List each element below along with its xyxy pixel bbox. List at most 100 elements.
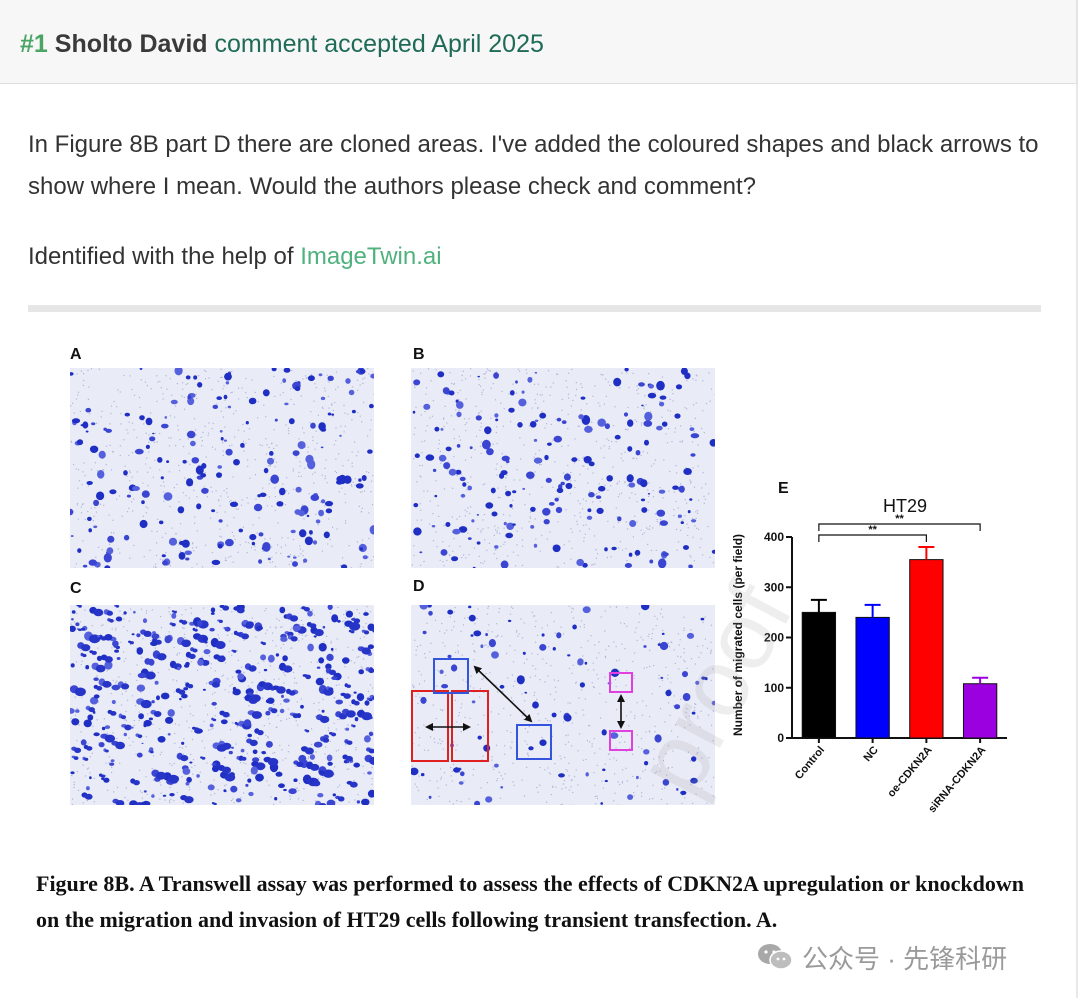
- speckle: [591, 682, 593, 684]
- cell: [160, 692, 170, 700]
- speckle: [327, 395, 329, 397]
- speckle: [480, 562, 482, 564]
- speckle: [528, 521, 530, 523]
- speckle: [168, 800, 171, 802]
- speckle: [224, 399, 226, 401]
- speckle: [196, 563, 198, 565]
- speckle: [270, 796, 272, 798]
- speckle: [327, 727, 330, 729]
- speckle: [299, 548, 301, 550]
- speckle: [549, 773, 552, 775]
- speckle: [150, 639, 152, 642]
- cell: [71, 718, 80, 726]
- speckle: [440, 768, 442, 770]
- speckle: [574, 515, 576, 517]
- speckle: [327, 543, 329, 545]
- speckle: [529, 516, 531, 518]
- speckle: [328, 381, 330, 383]
- speckle: [529, 511, 532, 513]
- speckle: [469, 375, 471, 377]
- speckle: [412, 684, 414, 686]
- cell: [217, 465, 222, 469]
- cell: [452, 528, 461, 535]
- speckle: [625, 428, 627, 430]
- speckle: [119, 762, 121, 764]
- speckle: [326, 374, 328, 376]
- cell: [613, 377, 622, 387]
- speckle: [184, 636, 186, 639]
- speckle: [521, 564, 524, 566]
- speckle: [582, 465, 584, 467]
- speckle: [603, 403, 605, 405]
- speckle: [196, 669, 199, 671]
- speckle: [372, 687, 374, 689]
- cell: [501, 455, 510, 462]
- speckle: [118, 676, 120, 678]
- cell: [441, 684, 449, 689]
- speckle: [148, 434, 150, 436]
- speckle: [420, 476, 422, 478]
- cell: [640, 498, 646, 502]
- speckle: [574, 462, 576, 464]
- cell: [196, 774, 200, 778]
- speckle: [292, 470, 294, 472]
- speckle: [425, 393, 427, 395]
- cell: [576, 558, 585, 567]
- speckle: [247, 465, 249, 467]
- cell: [563, 714, 572, 722]
- cell-cluster: [310, 763, 320, 771]
- speckle: [432, 540, 435, 542]
- speckle: [115, 747, 117, 749]
- speckle: [285, 424, 287, 426]
- speckle: [492, 383, 494, 385]
- cell: [560, 481, 565, 486]
- speckle: [181, 395, 183, 397]
- speckle: [329, 538, 331, 541]
- speckle: [576, 523, 578, 525]
- speckle: [667, 674, 669, 676]
- speckle: [626, 372, 628, 374]
- cell: [275, 771, 283, 777]
- speckle: [82, 384, 84, 386]
- cell: [485, 633, 488, 637]
- speckle: [233, 802, 235, 804]
- speckle: [632, 753, 634, 755]
- speckle: [201, 656, 203, 658]
- cell: [107, 535, 115, 543]
- speckle: [679, 639, 681, 641]
- speckle: [652, 527, 654, 529]
- speckle: [591, 745, 593, 748]
- speckle: [627, 429, 629, 431]
- speckle: [680, 425, 682, 427]
- cell: [420, 773, 425, 777]
- speckle: [705, 780, 707, 783]
- speckle: [600, 717, 602, 719]
- cell-cluster: [120, 715, 126, 720]
- speckle: [700, 538, 702, 540]
- speckle: [193, 418, 196, 420]
- cell-cluster: [124, 724, 132, 731]
- speckle: [648, 730, 650, 732]
- speckle: [496, 532, 498, 534]
- speckle: [301, 638, 304, 640]
- speckle: [589, 741, 591, 743]
- speckle: [439, 450, 441, 453]
- speckle: [677, 633, 679, 635]
- speckle: [615, 759, 617, 761]
- cell: [211, 559, 221, 566]
- speckle: [568, 762, 570, 764]
- speckle: [678, 517, 680, 519]
- speckle: [231, 800, 233, 802]
- comment-author[interactable]: Sholto David: [54, 30, 208, 58]
- speckle: [156, 400, 158, 403]
- imagetwin-link[interactable]: ImageTwin.ai: [300, 243, 442, 270]
- cell: [245, 421, 249, 425]
- speckle: [122, 614, 124, 616]
- cell: [281, 694, 284, 698]
- speckle: [559, 755, 561, 757]
- speckle: [687, 534, 689, 537]
- speckle: [302, 555, 304, 557]
- cell: [455, 469, 462, 475]
- speckle: [482, 735, 485, 737]
- cell: [596, 507, 604, 514]
